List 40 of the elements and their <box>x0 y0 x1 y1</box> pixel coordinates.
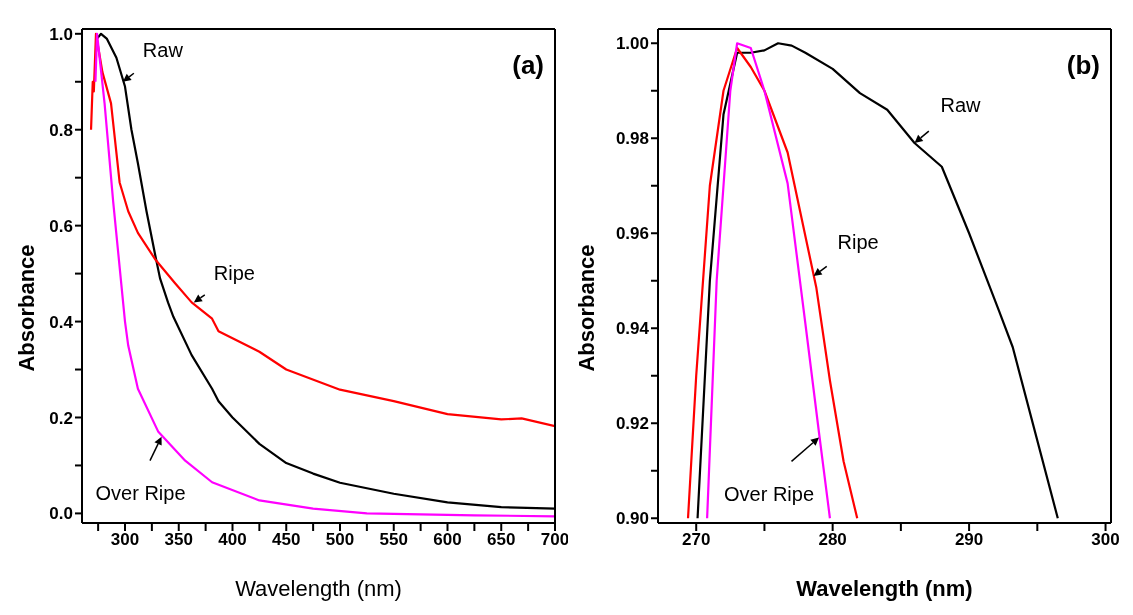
x-tick-label: 650 <box>487 530 516 550</box>
y-tick-label: 0.94 <box>615 319 650 339</box>
x-tick-label: 600 <box>433 530 462 550</box>
line-series <box>696 42 1059 520</box>
y-tick-label: 1.0 <box>49 24 73 44</box>
y-tick-label: 0.0 <box>49 504 73 524</box>
annotation: (b) <box>1066 50 1100 81</box>
x-tick-label: 300 <box>1091 530 1120 550</box>
y-tick-label: 0.98 <box>615 129 649 149</box>
x-tick-label: 500 <box>325 530 355 550</box>
annotation: Over Ripe <box>95 481 186 504</box>
annotation: Raw <box>940 94 982 117</box>
x-tick-label: 300 <box>110 530 140 550</box>
x-axis-title: Wavelength (nm) <box>235 576 402 601</box>
annotation: Raw <box>142 39 184 62</box>
y-tick-label: 0.2 <box>49 408 73 428</box>
x-tick-label: 350 <box>164 530 193 550</box>
y-axis-title: Absorbance <box>573 244 599 372</box>
x-tick-label: 450 <box>272 530 301 550</box>
annotation: Ripe <box>837 231 879 254</box>
x-tick-label: 270 <box>682 530 711 550</box>
annotation: Ripe <box>213 261 255 284</box>
x-tick-label: 550 <box>379 530 408 550</box>
y-tick-label: 0.90 <box>615 509 649 529</box>
y-tick-label: 0.92 <box>615 414 649 434</box>
line-series <box>89 32 555 428</box>
line-series <box>706 42 832 520</box>
y-tick-label: 0.6 <box>49 216 73 236</box>
x-tick-label: 700 <box>540 530 570 550</box>
y-tick-label: 0.8 <box>49 120 73 140</box>
x-tick-label: 400 <box>218 530 247 550</box>
annotation: (a) <box>512 50 544 81</box>
y-tick-label: 0.4 <box>49 312 74 332</box>
y-tick-label: 0.96 <box>615 224 649 244</box>
x-tick-label: 290 <box>954 530 984 550</box>
x-tick-label: 280 <box>818 530 847 550</box>
annotation: Over Ripe <box>723 482 815 505</box>
x-axis-title: Wavelength (nm) <box>796 576 973 601</box>
y-axis-title: Absorbance <box>13 244 39 372</box>
y-tick-label: 1.00 <box>615 34 649 54</box>
